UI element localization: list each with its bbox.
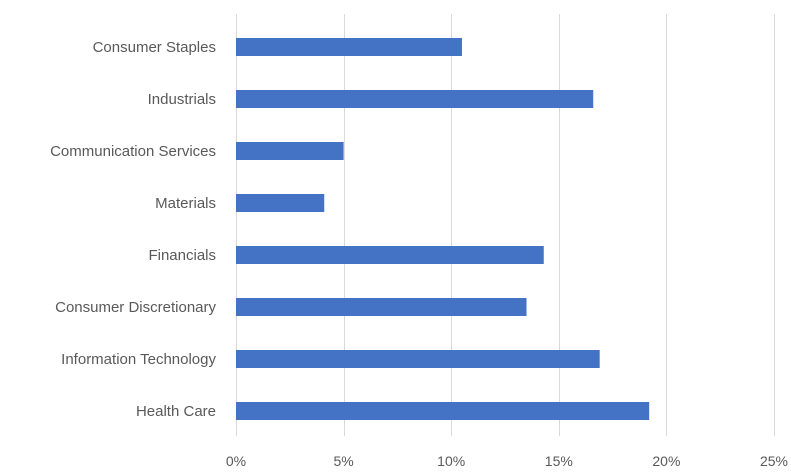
category-labels: Consumer Staples Industrials Communication… <box>50 39 216 420</box>
category-label: Consumer Discretionary <box>55 299 216 316</box>
x-tick-label: 10% <box>437 453 465 469</box>
x-tick-label: 15% <box>545 453 573 469</box>
category-label: Communication Services <box>50 143 216 160</box>
bars <box>236 38 650 420</box>
gridlines <box>236 14 775 436</box>
x-tick-label: 0% <box>226 453 246 469</box>
bar-materials <box>236 194 325 212</box>
bar-industrials <box>236 90 594 108</box>
bar-information-technology <box>236 350 600 368</box>
bar-financials <box>236 246 544 264</box>
x-tick-label: 5% <box>333 453 353 469</box>
category-label: Materials <box>155 195 216 212</box>
x-tick-label: 20% <box>652 453 680 469</box>
category-label: Financials <box>148 247 216 264</box>
x-tick-labels: 0% 5% 10% 15% 20% 25% <box>226 453 788 469</box>
category-label: Information Technology <box>61 351 216 368</box>
category-label: Industrials <box>148 91 216 108</box>
bar-consumer-discretionary <box>236 298 527 316</box>
category-label: Health Care <box>136 403 216 420</box>
bar-consumer-staples <box>236 38 462 56</box>
x-tick-label: 25% <box>760 453 788 469</box>
bar-health-care <box>236 402 650 420</box>
bar-communication-services <box>236 142 344 160</box>
category-label: Consumer Staples <box>93 39 216 56</box>
